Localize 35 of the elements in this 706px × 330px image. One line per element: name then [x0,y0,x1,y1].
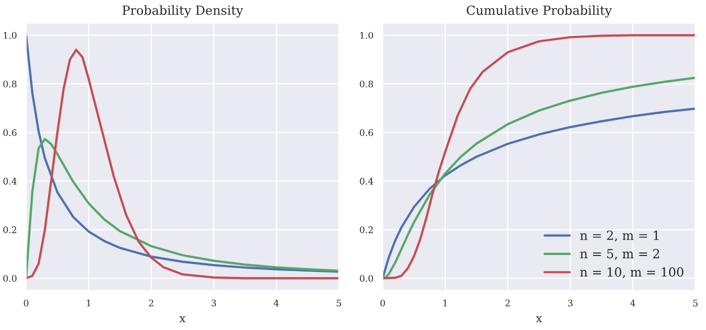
x-tick-label: 1 [86,300,90,306]
chart-title: Cumulative Probability [466,5,612,18]
legend-label: n = 2, m = 1 [580,230,659,242]
legend-label: n = 10, m = 100 [580,267,684,278]
line-series [382,108,696,280]
y-tick-label: 0.0 [360,274,374,282]
x-tick-label: 4 [274,300,279,306]
y-tick-label: 0.8 [360,80,374,88]
x-tick-label: 3 [212,300,216,306]
x-tick-label: 1 [443,300,447,306]
y-tick-label: 0.2 [3,226,16,234]
chart-title: Probability Density [122,5,244,18]
y-tick-label: 0.2 [360,226,373,234]
y-tick-label: 0.6 [3,129,17,136]
line-series [382,34,696,280]
x-tick-label: 0 [24,300,28,306]
y-tick-label: 0.6 [360,129,374,136]
x-axis-title: x [180,316,186,322]
x-tick-label: 2 [506,300,510,306]
y-tick-label: 1.0 [360,32,374,39]
x-tick-label: 2 [148,300,154,306]
y-tick-label: 0.0 [3,274,16,282]
x-tick-label: 3 [568,300,573,306]
line-series [382,76,696,280]
y-tick-label: 0.4 [3,178,17,185]
x-tick-label: 4 [630,300,636,306]
y-tick-label: 0.8 [3,80,16,88]
x-axis-title: x [536,316,542,322]
x-tick-label: 0 [380,300,385,306]
y-tick-label: 1.0 [4,32,16,39]
legend-label: n = 5, m = 2 [580,248,660,260]
x-tick-label: 5 [336,300,342,306]
line-series [26,138,339,280]
y-tick-label: 0.4 [360,178,374,185]
x-tick-label: 5 [693,300,698,306]
